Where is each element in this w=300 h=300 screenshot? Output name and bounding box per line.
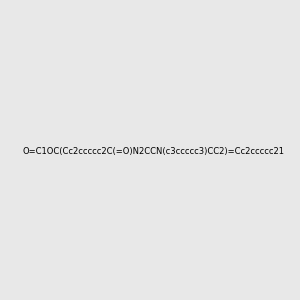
Text: O=C1OC(Cc2ccccc2C(=O)N2CCN(c3ccccc3)CC2)=Cc2ccccc21: O=C1OC(Cc2ccccc2C(=O)N2CCN(c3ccccc3)CC2)…	[23, 147, 285, 156]
